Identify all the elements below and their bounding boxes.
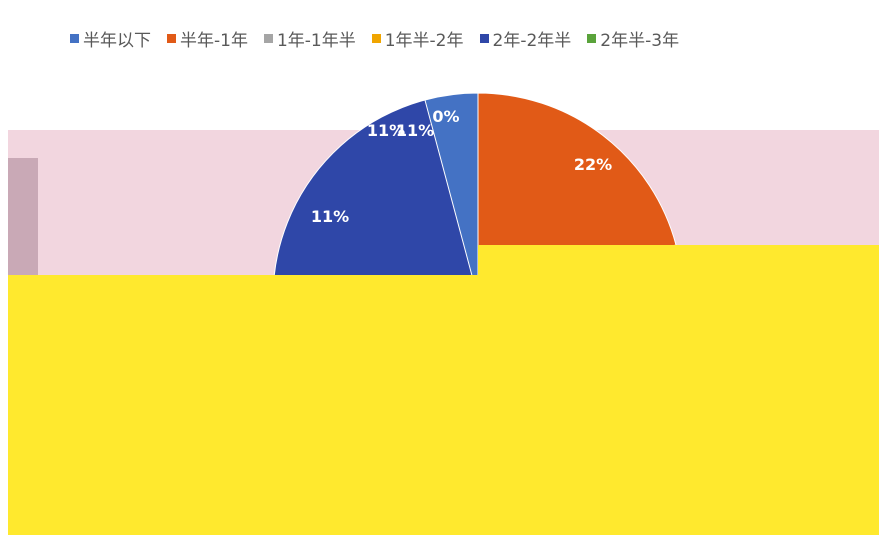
data-label: 11% xyxy=(396,121,434,140)
legend-label: 半年-1年 xyxy=(180,31,248,51)
data-label: 0% xyxy=(432,107,459,126)
legend-label: 2年-2年半 xyxy=(492,31,572,51)
legend-label: 1年-1年半 xyxy=(276,31,356,51)
legend-swatch xyxy=(587,34,597,43)
legend-item: 2年半-3年 xyxy=(587,26,679,51)
data-label: 11% xyxy=(311,207,349,226)
legend-swatch xyxy=(70,34,79,43)
legend-item: 半年以下 xyxy=(70,26,151,51)
legend-item: 2年-2年半 xyxy=(479,26,572,51)
pie-slice-blue xyxy=(424,92,479,299)
yellow-overlay-top xyxy=(478,245,879,277)
legend-swatch xyxy=(263,34,273,43)
legend-label: 1年半-2年 xyxy=(384,31,464,51)
legend-label: 半年以下 xyxy=(83,31,151,51)
legend-item: 半年-1年 xyxy=(167,26,248,51)
legend-item: 1年半-2年 xyxy=(371,26,464,51)
chart-legend: 半年以下 半年-1年 1年-1年半 1年半-2年 2年-2年半 2年半-3年 xyxy=(70,26,679,51)
yellow-overlay xyxy=(8,275,879,535)
data-label: 11% xyxy=(367,121,405,140)
legend-label: 2年半-3年 xyxy=(600,31,680,51)
legend-swatch xyxy=(371,34,381,43)
data-label: 22% xyxy=(574,155,612,174)
pink-right-overlay xyxy=(840,130,879,245)
pink-edge-overlay xyxy=(8,158,38,275)
legend-swatch xyxy=(479,34,489,43)
legend-item: 1年-1年半 xyxy=(263,26,356,51)
legend-swatch xyxy=(167,34,176,43)
